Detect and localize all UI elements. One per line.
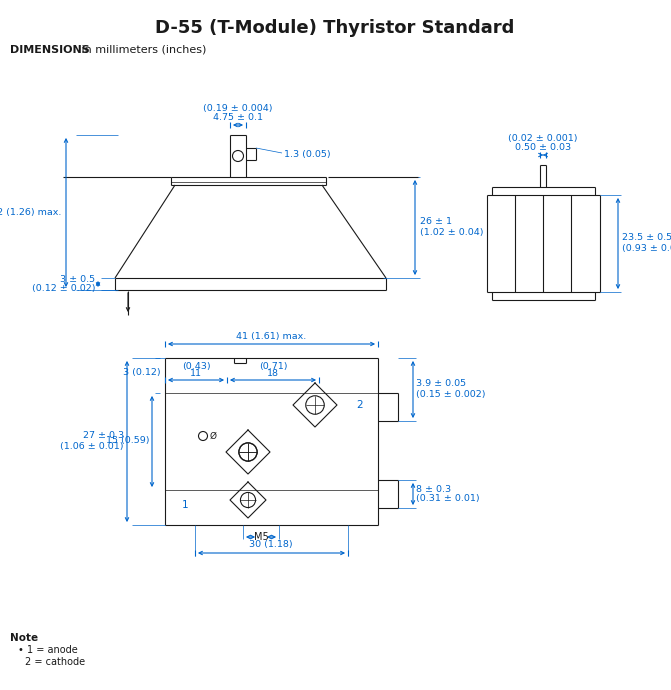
Text: (0.31 ± 0.01): (0.31 ± 0.01) bbox=[416, 495, 480, 504]
Text: 26 ± 1: 26 ± 1 bbox=[420, 217, 452, 226]
Text: 8 ± 0.3: 8 ± 0.3 bbox=[416, 484, 451, 493]
Text: 1: 1 bbox=[182, 500, 189, 510]
Text: 18: 18 bbox=[267, 370, 279, 379]
Text: 30 (1.18): 30 (1.18) bbox=[249, 540, 293, 549]
Text: 3 (0.12): 3 (0.12) bbox=[123, 368, 161, 377]
Text: Note: Note bbox=[10, 633, 38, 643]
Text: 27 ± 0.3: 27 ± 0.3 bbox=[83, 431, 124, 440]
Text: 11: 11 bbox=[190, 370, 202, 379]
Text: 41 (1.61) max.: 41 (1.61) max. bbox=[236, 331, 306, 340]
Text: 32 (1.26) max.: 32 (1.26) max. bbox=[0, 208, 61, 217]
Text: (0.02 ± 0.001): (0.02 ± 0.001) bbox=[508, 135, 578, 144]
Text: 3 ± 0.5: 3 ± 0.5 bbox=[60, 275, 95, 284]
Text: (0.19 ± 0.004): (0.19 ± 0.004) bbox=[203, 104, 272, 113]
Text: 2 = cathode: 2 = cathode bbox=[25, 657, 85, 667]
Text: 0.50 ± 0.03: 0.50 ± 0.03 bbox=[515, 144, 571, 152]
Text: DIMENSIONS: DIMENSIONS bbox=[10, 45, 90, 55]
Text: (0.93 ± 0.02): (0.93 ± 0.02) bbox=[622, 244, 671, 253]
Text: 3.9 ± 0.05: 3.9 ± 0.05 bbox=[416, 380, 466, 388]
Text: 2: 2 bbox=[357, 400, 363, 410]
Text: in millimeters (inches): in millimeters (inches) bbox=[78, 45, 207, 55]
Text: D-55 (T-Module) Thyristor Standard: D-55 (T-Module) Thyristor Standard bbox=[155, 19, 515, 37]
Text: (0.15 ± 0.002): (0.15 ± 0.002) bbox=[416, 389, 486, 399]
Text: Ø: Ø bbox=[209, 431, 217, 440]
Text: 4.75 ± 0.1: 4.75 ± 0.1 bbox=[213, 113, 263, 123]
Text: 23.5 ± 0.5: 23.5 ± 0.5 bbox=[622, 233, 671, 242]
Text: (0.43): (0.43) bbox=[182, 362, 210, 371]
Text: M5: M5 bbox=[254, 532, 268, 542]
Text: 1.3 (0.05): 1.3 (0.05) bbox=[284, 150, 331, 159]
Text: (1.02 ± 0.04): (1.02 ± 0.04) bbox=[420, 228, 484, 237]
Text: • 1 = anode: • 1 = anode bbox=[18, 645, 78, 655]
Text: (0.12 ± 0.02): (0.12 ± 0.02) bbox=[32, 284, 95, 293]
Text: (0.71): (0.71) bbox=[259, 362, 287, 371]
Text: (1.06 ± 0.01): (1.06 ± 0.01) bbox=[60, 442, 124, 451]
Text: 15 (0.59): 15 (0.59) bbox=[105, 437, 149, 446]
